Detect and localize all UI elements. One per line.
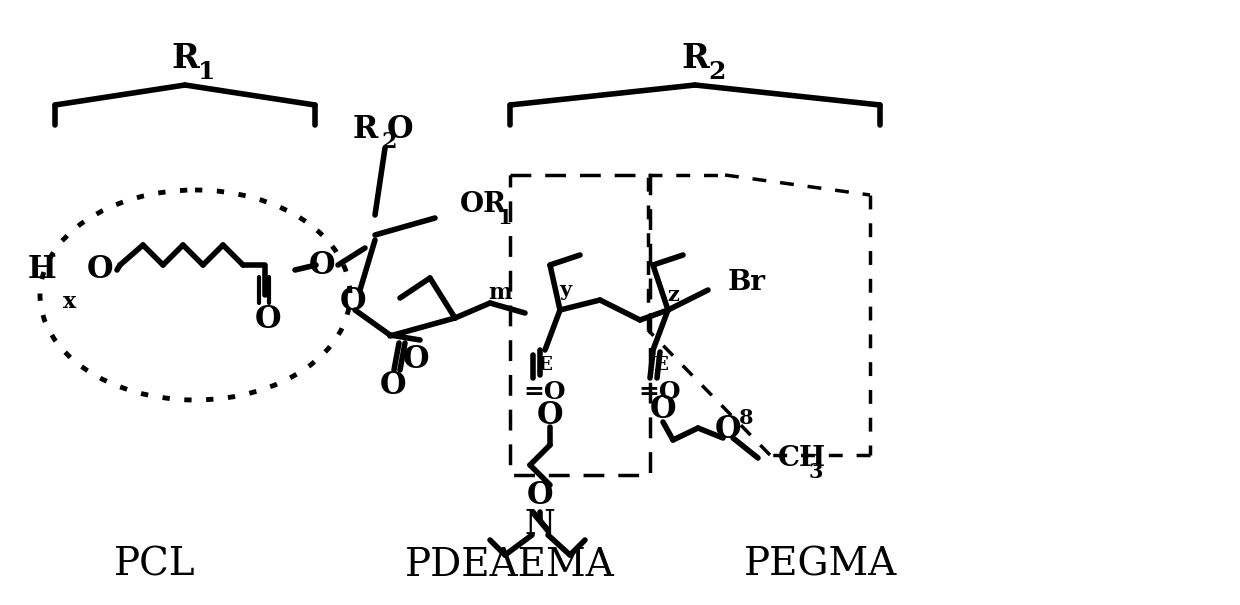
Text: E: E: [538, 356, 553, 374]
Text: O: O: [87, 255, 113, 286]
Text: R: R: [352, 114, 378, 145]
Text: OR: OR: [460, 192, 507, 218]
Text: m: m: [489, 282, 512, 304]
Text: O: O: [387, 114, 413, 145]
Text: O: O: [537, 399, 563, 431]
Text: R: R: [171, 42, 198, 74]
Text: 2: 2: [381, 131, 397, 153]
Bar: [510, 175, 650, 475]
Text: 1: 1: [198, 60, 216, 84]
Text: O: O: [714, 414, 742, 445]
Text: O: O: [379, 370, 407, 401]
Text: PCL: PCL: [114, 546, 196, 583]
Text: Br: Br: [728, 269, 766, 295]
Text: y: y: [559, 280, 572, 300]
Text: 2: 2: [708, 60, 725, 84]
Text: x: x: [63, 291, 77, 313]
Text: O: O: [309, 249, 335, 281]
Text: =O: =O: [639, 380, 681, 404]
Text: O: O: [527, 480, 553, 511]
Text: O: O: [254, 304, 281, 336]
Text: 1: 1: [497, 208, 512, 228]
Text: z: z: [667, 285, 680, 305]
Text: 3: 3: [808, 462, 823, 482]
Text: CH: CH: [777, 445, 826, 471]
Text: H: H: [27, 255, 56, 286]
Text: R: R: [681, 42, 709, 74]
Text: O: O: [403, 344, 429, 376]
Text: N: N: [525, 508, 556, 541]
Text: O: O: [340, 287, 366, 318]
Text: =O: =O: [523, 380, 567, 404]
Text: PEGMA: PEGMA: [743, 546, 897, 583]
Text: 8: 8: [739, 408, 753, 428]
Text: E: E: [652, 356, 667, 374]
Text: PDEAEMA: PDEAEMA: [405, 546, 615, 583]
Text: O: O: [650, 394, 676, 425]
